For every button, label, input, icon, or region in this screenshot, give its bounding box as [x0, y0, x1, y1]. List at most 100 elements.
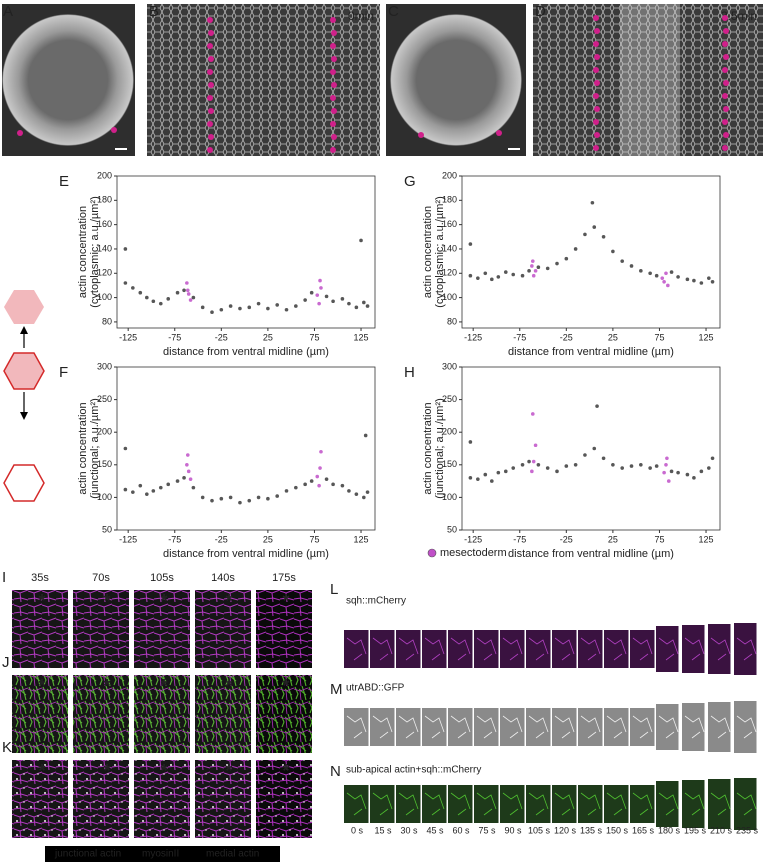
- strip-texture: [684, 637, 705, 661]
- time-stamp: 0min: [348, 9, 374, 23]
- data-point: [660, 276, 665, 280]
- data-point: [573, 247, 578, 251]
- data-point: [573, 463, 578, 467]
- strip-time: 235 s: [736, 825, 759, 835]
- micrograph: [195, 675, 251, 753]
- asterisk: *: [38, 761, 45, 781]
- panel-label: B: [149, 3, 159, 20]
- data-point: [669, 469, 674, 474]
- x-tick-label: -25: [560, 332, 573, 342]
- cell-marker: [331, 30, 337, 36]
- strip-frame: [448, 785, 473, 823]
- strip-frame: [656, 704, 679, 750]
- data-point: [228, 304, 233, 308]
- data-point: [555, 261, 559, 266]
- cell-marker: [207, 69, 213, 75]
- strip-frame: [682, 625, 705, 673]
- strip-frame: [604, 630, 629, 668]
- data-point: [564, 464, 569, 468]
- data-point: [354, 305, 359, 310]
- asterisk: *: [103, 676, 110, 696]
- cell-marker: [722, 67, 728, 73]
- y-tick-label: 80: [102, 316, 112, 326]
- strip-frame: [682, 703, 705, 751]
- x-tick-label: 125: [699, 332, 714, 342]
- strip-texture: [450, 637, 471, 661]
- data-point: [490, 479, 494, 483]
- data-point: [639, 463, 643, 467]
- strip-frame: [656, 781, 679, 827]
- data-point: [545, 266, 550, 271]
- x-axis-label: distance from ventral midline (µm): [508, 548, 674, 560]
- data-point: [266, 306, 270, 311]
- data-point: [527, 459, 531, 464]
- cell-marker: [593, 15, 599, 21]
- strip-texture: [580, 715, 601, 739]
- asterisk: *: [103, 761, 110, 781]
- data-point: [145, 295, 149, 300]
- panel-label: H: [404, 364, 415, 381]
- data-point: [483, 271, 488, 276]
- data-point: [256, 495, 261, 500]
- strip-frame: [526, 708, 551, 746]
- strip-texture: [346, 637, 367, 661]
- panel-label: K: [2, 739, 12, 756]
- data-point: [592, 225, 597, 229]
- time-label: 175s: [272, 572, 296, 584]
- data-point: [309, 290, 314, 295]
- x-tick-label: 125: [354, 534, 369, 544]
- data-point: [666, 283, 670, 288]
- y-axis-label: actin concentration: [422, 402, 434, 494]
- data-point: [664, 463, 668, 467]
- strip-frame: [500, 630, 525, 668]
- data-point: [284, 307, 289, 312]
- data-point: [536, 463, 541, 467]
- cell-marker: [723, 28, 729, 34]
- data-point: [186, 292, 191, 296]
- strip-frame: [552, 785, 577, 823]
- strip-texture: [606, 792, 627, 816]
- strip-frame: [604, 708, 629, 746]
- data-point: [340, 297, 345, 301]
- y-tick-label: 80: [447, 316, 457, 326]
- cell-marker: [722, 145, 728, 151]
- data-point: [530, 259, 535, 263]
- strip-texture: [736, 792, 757, 816]
- strip-texture: [346, 715, 367, 739]
- x-tick-label: -25: [215, 534, 228, 544]
- data-point: [468, 440, 473, 444]
- x-tick-label: 25: [608, 534, 618, 544]
- strip-frame: [344, 630, 369, 668]
- color-key-label: myosinII: [142, 849, 179, 860]
- strip-texture: [736, 715, 757, 739]
- x-tick-label: 75: [654, 534, 664, 544]
- data-point: [238, 500, 242, 505]
- strip-texture: [502, 637, 523, 661]
- x-tick-label: 75: [309, 534, 319, 544]
- data-point: [699, 469, 704, 474]
- data-point: [175, 290, 180, 295]
- strip-time: 195 s: [684, 825, 707, 835]
- y-tick-label: 100: [442, 492, 457, 502]
- cell-marker: [330, 95, 336, 101]
- y-axis-label: actin concentration: [77, 402, 89, 494]
- y-axis-label: (junctional; a.u./µm²): [89, 398, 101, 498]
- y-axis-label: (cytoplasmic; a.u./µm²): [89, 196, 101, 307]
- data-point: [131, 490, 135, 494]
- data-point: [654, 273, 659, 278]
- micrograph: [256, 675, 312, 753]
- data-point: [166, 482, 171, 487]
- y-axis-label: actin concentration: [77, 206, 89, 298]
- data-point: [592, 446, 597, 451]
- data-point: [685, 472, 690, 477]
- x-tick-label: 75: [654, 332, 664, 342]
- data-point: [365, 490, 370, 494]
- y-axis-label: actin concentration: [422, 206, 434, 298]
- data-point: [676, 470, 680, 475]
- strip-texture: [398, 792, 419, 816]
- data-point: [309, 479, 314, 483]
- strip-time: 75 s: [478, 825, 496, 835]
- legend-swatch: [427, 548, 437, 558]
- strip-time: 30 s: [400, 825, 418, 835]
- asterisk: *: [225, 591, 232, 611]
